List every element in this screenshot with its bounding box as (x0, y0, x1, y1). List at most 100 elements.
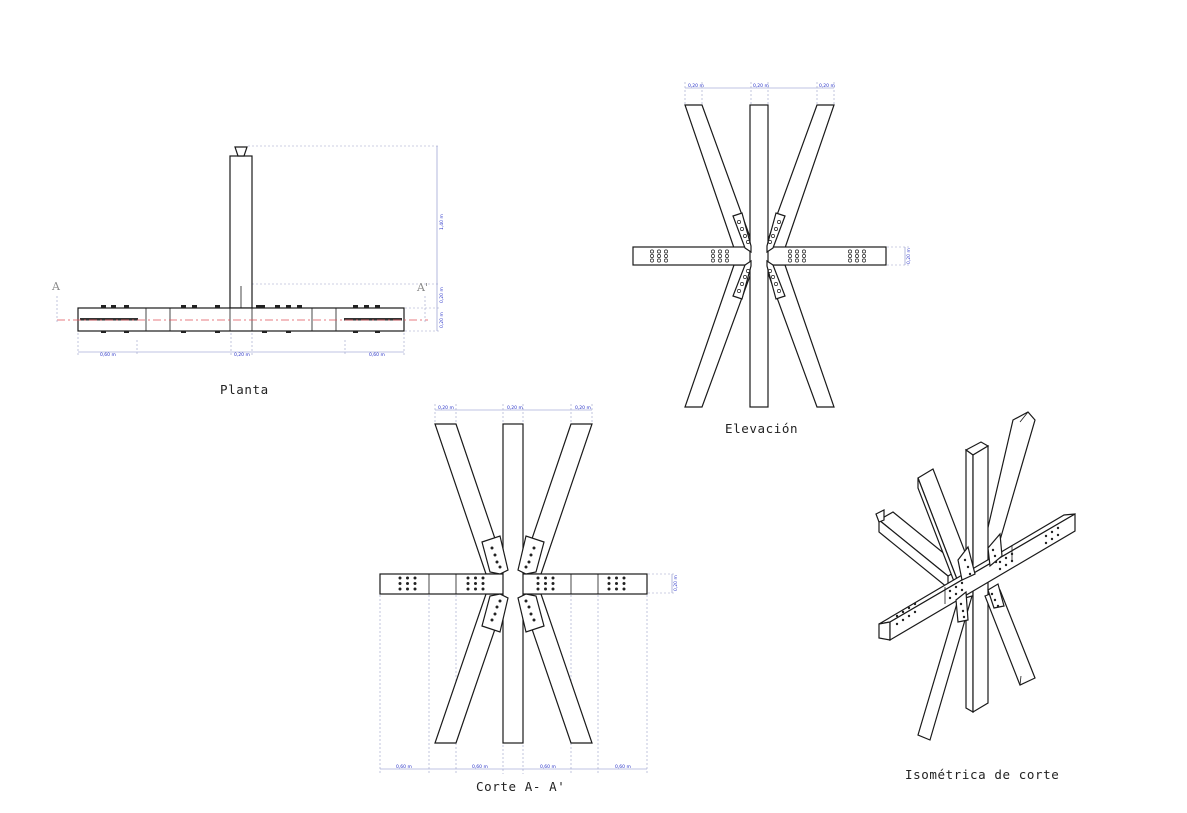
bolt (788, 258, 792, 263)
bolt (536, 587, 540, 591)
bolt (657, 249, 661, 254)
bolt (901, 618, 905, 622)
bolt (529, 612, 533, 616)
bolt (740, 282, 744, 286)
bolt (1050, 530, 1054, 534)
bolt (848, 258, 852, 263)
bolt (406, 576, 409, 580)
bolt (961, 609, 965, 613)
bolt (862, 258, 866, 263)
bolt (490, 618, 494, 622)
bolt (994, 560, 998, 564)
bolt (524, 565, 528, 569)
bolt (615, 587, 618, 591)
bolt (774, 282, 778, 286)
bolt (795, 258, 799, 263)
elevation-dim-center: 0,20 m (753, 83, 769, 89)
bolt (413, 587, 417, 591)
bolt (740, 227, 744, 231)
bolt (848, 254, 852, 258)
bolt (998, 560, 1002, 564)
bolt (774, 227, 778, 231)
bolt (963, 558, 967, 562)
bolt (413, 582, 417, 585)
bolt (1010, 559, 1014, 563)
bolt (746, 269, 750, 273)
bolt (615, 582, 618, 585)
bolt (650, 254, 654, 258)
bolt (771, 275, 775, 279)
bolt (1004, 556, 1008, 560)
bolt (788, 249, 792, 254)
bolt (954, 585, 958, 589)
bolt (968, 572, 972, 576)
cut-mark-start: A (51, 280, 61, 293)
bolt (768, 240, 772, 244)
bolt (657, 254, 661, 258)
bolt (848, 249, 852, 254)
bolt (615, 576, 618, 580)
bolt (607, 576, 611, 580)
bolt (711, 254, 715, 258)
bolt (962, 615, 966, 619)
bolt (498, 599, 502, 603)
bolt (532, 546, 536, 550)
section-bolts (398, 546, 626, 622)
section-view: 0,20 m 0,20 m 0,20 m 0,20 m 0,60 m 0,60 … (379, 404, 679, 794)
bolt (536, 582, 540, 585)
bolt (771, 234, 775, 238)
isometric-bolts (895, 526, 1060, 626)
bolt (1050, 537, 1054, 541)
bolt (466, 582, 470, 585)
bolt (474, 582, 477, 585)
bolt (607, 587, 611, 591)
bolt (406, 587, 409, 591)
bolt (622, 582, 626, 585)
bolt (495, 605, 499, 609)
bolt (802, 254, 806, 258)
isometric-caption: Isométrica de corte (905, 767, 1059, 782)
isometric-view: Isométrica de corte (875, 411, 1076, 782)
bolt (544, 576, 547, 580)
bolt (855, 249, 859, 254)
bolt (398, 576, 402, 580)
section-dim-top-left: 0,20 m (438, 405, 454, 411)
bolt (777, 289, 781, 293)
plan-dim-center: 0,20 m (234, 352, 250, 358)
bolt (650, 258, 654, 263)
section-dim-bottom-4: 0,60 m (615, 764, 631, 770)
elevation-bolts (650, 220, 866, 293)
bolt (664, 249, 668, 254)
plan-dim-height: 1,40 m (439, 214, 445, 230)
bolt (481, 576, 485, 580)
section-dim-side: 0,20 m (673, 575, 679, 591)
bolt (901, 610, 905, 614)
bolt (532, 618, 536, 622)
elevation-view: 0,20 m 0,20 m 0,20 m 0,20 m Elevación (632, 82, 912, 436)
bolt (490, 546, 494, 550)
bolt (1044, 541, 1048, 545)
bolt (1056, 526, 1060, 530)
bolt (966, 565, 970, 569)
bolt (1004, 563, 1008, 567)
bolt (959, 602, 963, 606)
cut-mark-end: A' (416, 281, 428, 294)
bolt (544, 587, 547, 591)
plan-view: 0,60 m 0,20 m 0,60 m 1,40 m 0,20 m 0,20 … (51, 145, 445, 397)
bolt (991, 548, 995, 552)
bolt (657, 258, 661, 263)
bolt (524, 599, 528, 603)
section-dim-top-right: 0,20 m (575, 405, 591, 411)
bolt (527, 605, 531, 609)
bolt (551, 587, 555, 591)
bolt (493, 553, 497, 557)
elevation-caption: Elevación (725, 421, 798, 436)
bolt (481, 587, 485, 591)
bolt (1056, 533, 1060, 537)
section-dim-top-center: 0,20 m (507, 405, 523, 411)
bolt (1044, 534, 1048, 538)
bolt (413, 576, 417, 580)
bolt (622, 587, 626, 591)
bolt (406, 582, 409, 585)
